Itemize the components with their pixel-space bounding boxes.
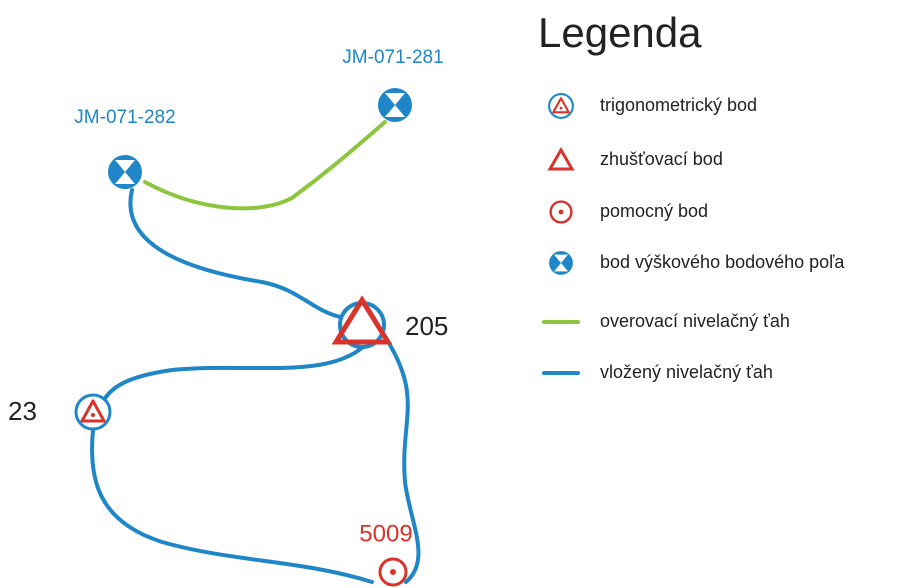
node-label: 23	[8, 396, 37, 426]
node-label: 205	[405, 311, 448, 341]
legend-label: overovací nivelačný ťah	[600, 311, 790, 331]
legend-icon	[549, 200, 573, 224]
benchmark-point	[378, 88, 412, 122]
inserted-route	[128, 188, 347, 320]
benchmark-point	[108, 155, 142, 189]
verification-route	[143, 120, 387, 211]
node-label: 5009	[359, 520, 412, 547]
densification-point	[331, 295, 393, 349]
node-label: JM-071-281	[342, 47, 443, 68]
legend-label: trigonometrický bod	[600, 95, 757, 115]
auxiliary-point	[378, 557, 408, 587]
node-label: JM-071-282	[74, 107, 175, 128]
trig-point	[74, 393, 112, 431]
inserted-route	[102, 338, 372, 402]
legend-icon	[547, 147, 575, 171]
legend-label: bod výškového bodového poľa	[600, 252, 845, 272]
legend-title: Legenda	[538, 9, 702, 56]
legend-label: zhušťovací bod	[600, 149, 723, 169]
legend-icon	[548, 93, 574, 119]
legend-icon	[549, 251, 573, 275]
legend-label: vložený nivelačný ťah	[600, 362, 773, 382]
legend-label: pomocný bod	[600, 201, 708, 221]
inserted-route	[90, 428, 374, 584]
inserted-route	[388, 343, 421, 584]
